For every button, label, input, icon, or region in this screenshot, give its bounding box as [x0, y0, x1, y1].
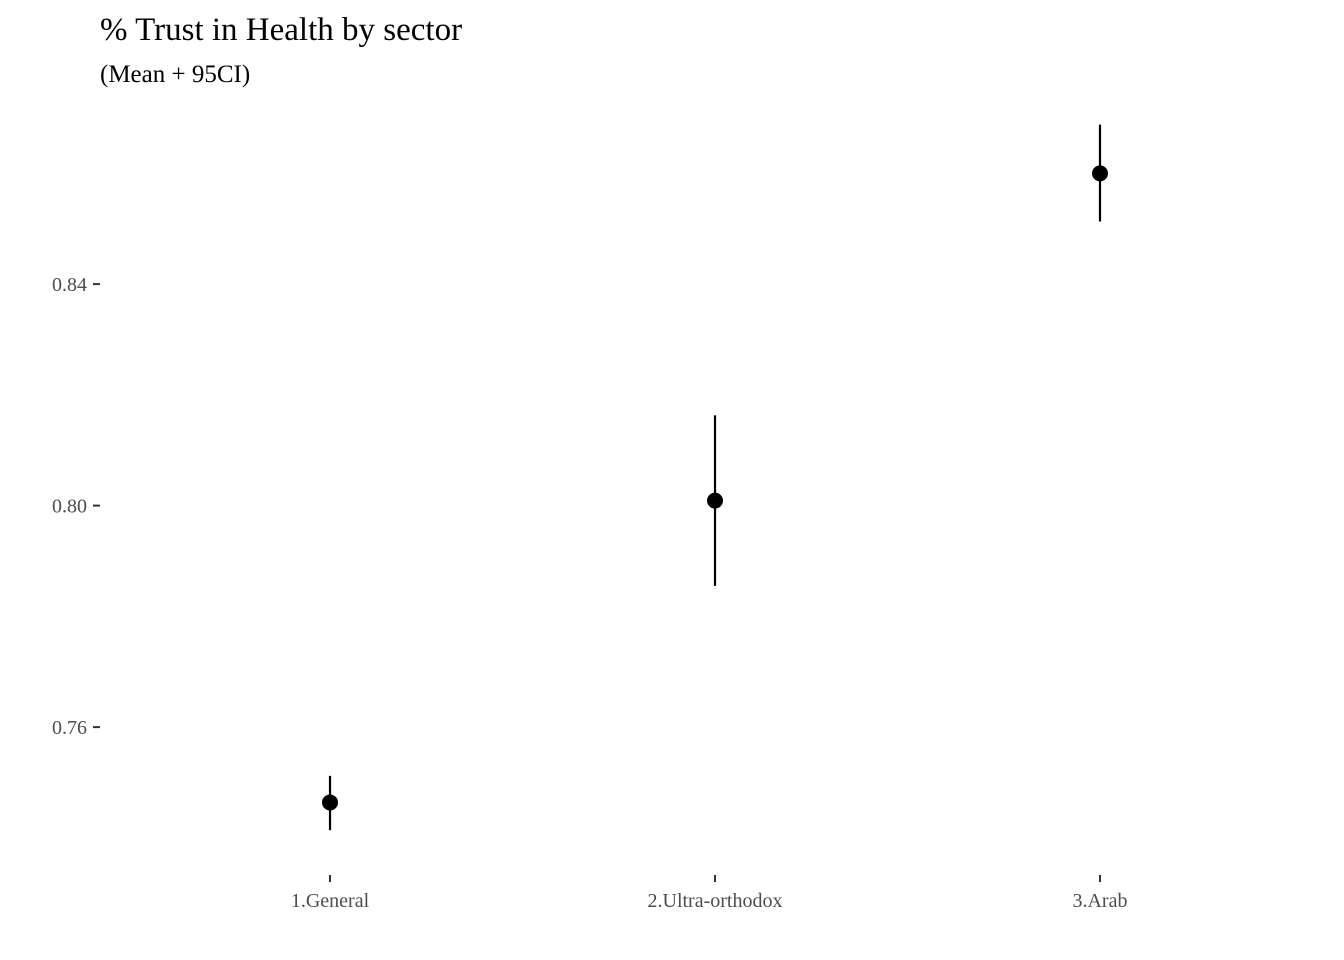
y-tick-label: 0.76: [52, 717, 87, 739]
x-axis: 1.General 2.Ultra-orthodox 3.Arab: [291, 875, 1127, 912]
x-tick-label: 1.General: [291, 890, 370, 912]
x-tick-label: 3.Arab: [1072, 890, 1127, 912]
chart-title: % Trust in Health by sector: [100, 12, 462, 48]
plot-marks: [322, 124, 1108, 831]
x-tick-label: 2.Ultra-orthodox: [648, 890, 783, 912]
y-tick-label: 0.80: [52, 496, 87, 518]
chart-subtitle: (Mean + 95CI): [100, 61, 250, 88]
mean-point: [707, 492, 723, 509]
mean-point: [322, 794, 339, 811]
y-axis: 0.76 0.80 0.84: [52, 274, 100, 739]
mean-point: [1091, 165, 1108, 182]
y-tick-label: 0.84: [52, 274, 87, 296]
